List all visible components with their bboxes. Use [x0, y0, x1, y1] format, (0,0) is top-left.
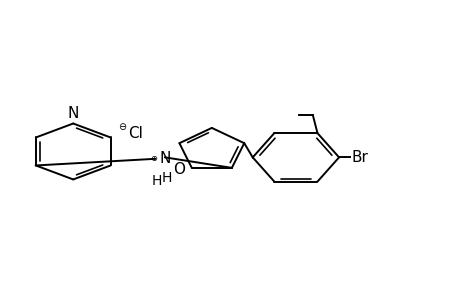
Text: ⊕: ⊕ [150, 154, 157, 163]
Text: Br: Br [351, 150, 368, 165]
Text: ⊖: ⊖ [118, 122, 126, 132]
Text: Cl: Cl [128, 126, 142, 141]
Text: H: H [161, 171, 171, 184]
Text: N: N [67, 106, 79, 121]
Text: N: N [159, 151, 171, 166]
Text: H: H [151, 174, 162, 188]
Text: O: O [173, 162, 185, 177]
